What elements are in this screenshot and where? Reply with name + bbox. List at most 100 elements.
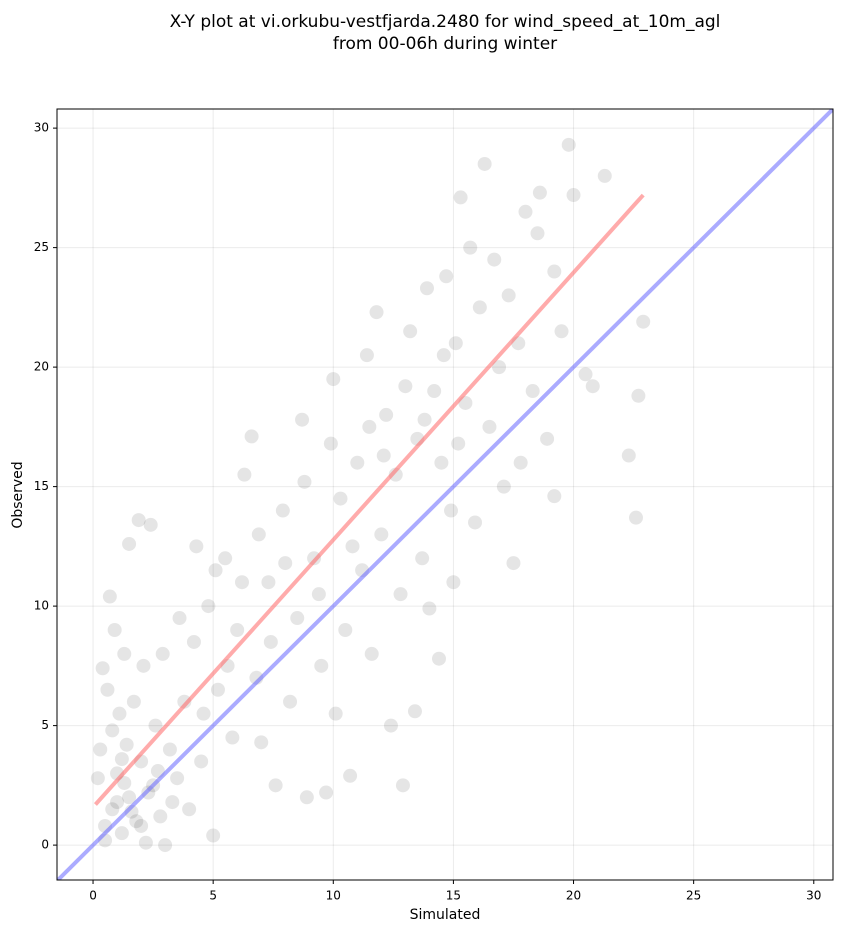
scatter-point [244, 429, 259, 444]
scatter-point [263, 634, 278, 649]
scatter-point [117, 646, 132, 661]
scatter-point [446, 575, 461, 590]
scatter-point [395, 778, 410, 793]
scatter-point [126, 694, 141, 709]
scatter-point [134, 818, 149, 833]
scatter-point [362, 419, 377, 434]
x-tick-label: 5 [209, 889, 217, 903]
scatter-point [131, 513, 146, 528]
scatter-point [578, 367, 593, 382]
scatter-point [138, 835, 153, 850]
scatter-point [143, 517, 158, 532]
scatter-point [254, 735, 269, 750]
scatter-point [585, 379, 600, 394]
scatter-point [290, 611, 305, 626]
scatter-point [501, 288, 516, 303]
scatter-point [530, 226, 545, 241]
scatter-point [194, 754, 209, 769]
y-tick-label: 30 [34, 121, 49, 135]
scatter-point [172, 611, 187, 626]
scatter-point [119, 737, 134, 752]
scatter-point [422, 601, 437, 616]
scatter-point [107, 623, 122, 638]
scatter-point [210, 682, 225, 697]
scatter-point [496, 479, 511, 494]
scatter-point [122, 790, 137, 805]
scatter-point [451, 436, 466, 451]
scatter-point [636, 314, 651, 329]
x-tick-label: 25 [686, 889, 701, 903]
scatter-point [434, 455, 449, 470]
x-tick-label: 30 [806, 889, 821, 903]
scatter-point [345, 539, 360, 554]
x-axis-label: Simulated [410, 907, 481, 923]
scatter-point [165, 795, 180, 810]
scatter-point [326, 372, 341, 387]
scatter-point [323, 436, 338, 451]
scatter-point [403, 324, 418, 339]
scatter-point [136, 658, 151, 673]
scatter-point [230, 623, 245, 638]
identity-line [57, 109, 833, 880]
y-tick-label: 5 [41, 718, 49, 732]
scatter-point [468, 515, 483, 530]
scatter-point [547, 264, 562, 279]
scatter-point [376, 448, 391, 463]
scatter-point [343, 768, 358, 783]
scatter-point [547, 489, 562, 504]
scatter-point [295, 412, 310, 427]
scatter-point [328, 706, 343, 721]
scatter-point [311, 587, 326, 602]
scatter-point [374, 527, 389, 542]
scatter-point [513, 455, 528, 470]
scatter-point [278, 556, 293, 571]
y-tick-label: 15 [34, 479, 49, 493]
scatter-point [431, 651, 446, 666]
scatter-point [628, 510, 643, 525]
scatter-point [201, 599, 216, 614]
scatter-point [540, 431, 555, 446]
scatter-point [182, 802, 197, 817]
scatter-point [148, 718, 163, 733]
scatter-point [299, 790, 314, 805]
scatter-point [225, 730, 240, 745]
y-tick-label: 25 [34, 240, 49, 254]
scatter-point [448, 336, 463, 351]
scatter-point [492, 360, 507, 375]
scatter-point [314, 658, 329, 673]
scatter-point [350, 455, 365, 470]
scatter-point [261, 575, 276, 590]
y-tick-label: 0 [41, 838, 49, 852]
scatter-point [90, 771, 105, 786]
scatter-point [189, 539, 204, 554]
scatter-point [158, 838, 173, 853]
scatter-point [417, 412, 432, 427]
scatter-point [369, 305, 384, 320]
scatter-point [506, 556, 521, 571]
scatter-point [297, 474, 312, 489]
scatter-point [463, 240, 478, 255]
scatter-point [407, 704, 422, 719]
scatter-point [237, 467, 252, 482]
scatter-point [275, 503, 290, 518]
scatter-point [114, 752, 129, 767]
scatter-point [419, 281, 434, 296]
scatter-point [268, 778, 283, 793]
scatter-point [218, 551, 233, 566]
scatter-point [554, 324, 569, 339]
scatter-point [518, 204, 533, 219]
y-tick-label: 20 [34, 360, 49, 374]
scatter-point [333, 491, 348, 506]
scatter-point [283, 694, 298, 709]
scatter-point [196, 706, 211, 721]
scatter-point [383, 718, 398, 733]
scatter-point [436, 348, 451, 363]
y-tick-label: 10 [34, 599, 49, 613]
scatter-point [427, 384, 442, 399]
x-tick-label: 20 [566, 889, 581, 903]
scatter-point [398, 379, 413, 394]
scatter-point [472, 300, 487, 315]
scatter-point [453, 190, 468, 205]
scatter-point [95, 661, 110, 676]
